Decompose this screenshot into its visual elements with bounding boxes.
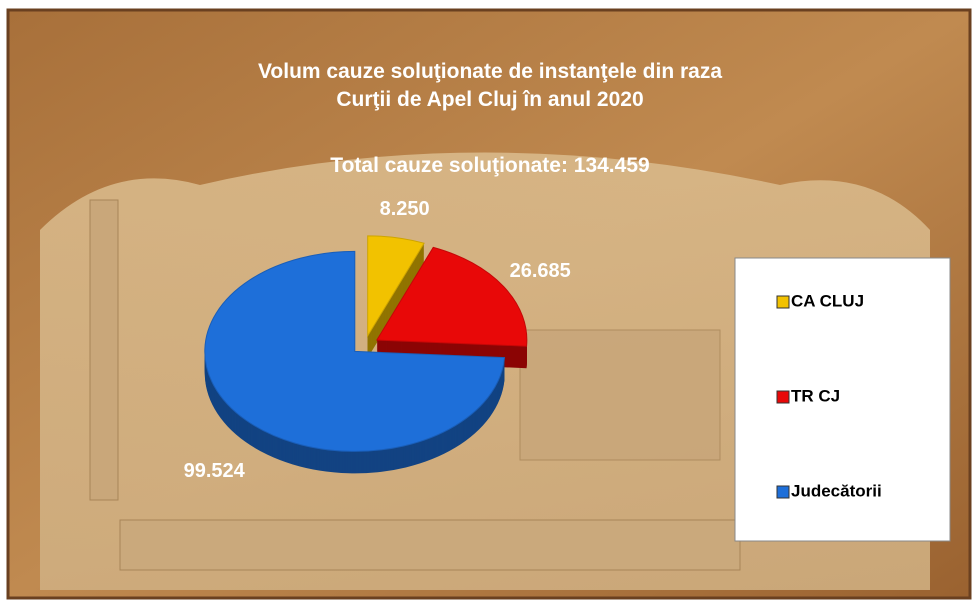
building [519, 329, 721, 461]
legend [734, 257, 951, 542]
legend-swatch [776, 390, 790, 404]
legend-label: Judecătorii [791, 481, 882, 500]
chart-title: Curţii de Apel Cluj în anul 2020 [336, 88, 643, 111]
legend-label: CA CLUJ [791, 291, 864, 310]
data-label: 8.250 [380, 198, 430, 220]
balustrade [119, 519, 741, 571]
legend-swatch [776, 485, 790, 499]
pie-slice [375, 246, 528, 347]
data-label: 99.524 [184, 460, 246, 482]
column [89, 199, 119, 501]
data-label: 26.685 [510, 260, 571, 282]
legend-swatch [776, 295, 790, 309]
legend-label: TR CJ [791, 386, 840, 405]
pie-slice [367, 235, 425, 338]
pie-slice [204, 250, 506, 452]
chart-subtitle: Total cauze soluţionate: 134.459 [330, 154, 649, 177]
chart-title: Volum cauze soluţionate de instanţele di… [258, 60, 722, 83]
